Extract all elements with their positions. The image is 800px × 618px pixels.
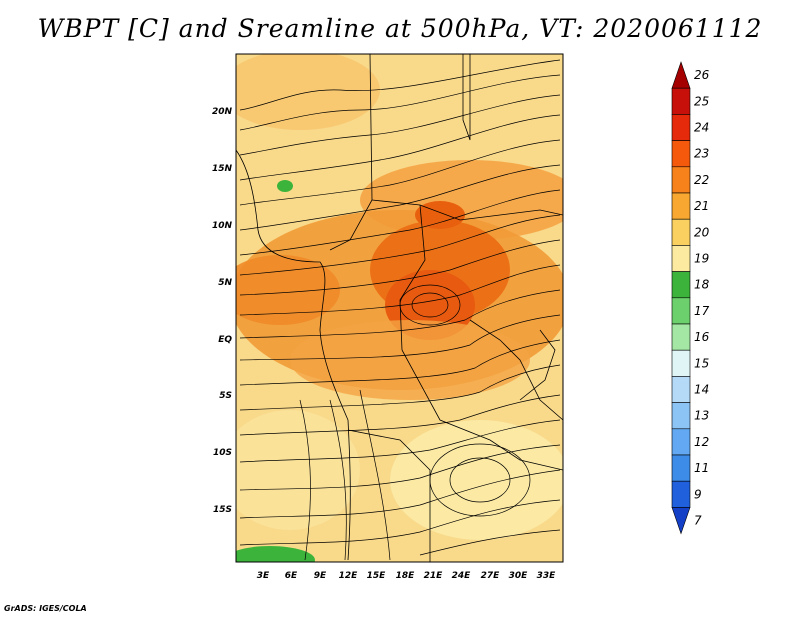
colorbar-swatch [671, 454, 691, 482]
colorbar-swatch [671, 507, 691, 535]
lat-label: 5S [219, 391, 232, 401]
colorbar-label: 24 [694, 121, 709, 135]
colorbar-swatch [671, 349, 691, 377]
lat-label: 15N [212, 164, 233, 174]
colorbar-label: 7 [694, 514, 702, 528]
longitude-axis: 3E 6E 9E 12E 15E 18E 21E 24E 27E 30E 33E [257, 571, 556, 581]
colorbar-label: 12 [694, 435, 709, 449]
lon-label: 27E [481, 571, 501, 581]
colorbar-swatch [671, 114, 691, 141]
lat-label: 10N [212, 221, 233, 231]
colorbar-swatch [671, 140, 691, 168]
colorbar-swatch [671, 297, 691, 325]
colorbar-label: 9 [694, 487, 702, 501]
lon-label: 24E [452, 571, 472, 581]
lon-label: 12E [339, 571, 359, 581]
lon-label: 30E [509, 571, 529, 581]
colorbar-swatch [671, 376, 691, 403]
lat-label: 10S [213, 448, 232, 458]
colorbar-swatch [671, 192, 691, 220]
colorbar-swatch [671, 218, 691, 246]
lon-label: 6E [285, 571, 298, 581]
colorbar-swatch [671, 428, 691, 456]
colorbar-swatch [671, 402, 691, 430]
colorbar-swatch [671, 87, 691, 115]
colorbar-swatch [671, 61, 691, 89]
colorbar-label: 15 [694, 356, 709, 370]
lon-label: 18E [396, 571, 416, 581]
latitude-axis: 20N 15N 10N 5N EQ 5S 10S 15S [212, 107, 233, 515]
colorbar-label: 17 [694, 304, 710, 318]
colorbar-label: 22 [694, 173, 709, 187]
colorbar-label: 11 [694, 461, 709, 475]
colorbar-label: 26 [694, 68, 710, 82]
colorbar-label: 20 [694, 225, 710, 239]
colorbar-label: 21 [694, 199, 709, 213]
chart-title: WBPT [C] and Sreamline at 500hPa, VT: 20… [37, 14, 763, 43]
colorbar-label: 19 [694, 252, 709, 266]
colorbar-label: 14 [694, 383, 709, 397]
lon-label: 15E [367, 571, 387, 581]
lon-label: 3E [257, 571, 270, 581]
lat-label: EQ [218, 335, 232, 345]
colorbar-label: 23 [694, 147, 709, 161]
lat-label: 20N [212, 107, 233, 117]
colorbar-label: 18 [694, 278, 710, 292]
lon-label: 33E [537, 571, 557, 581]
colorbar-swatch [671, 166, 691, 194]
colorbar-swatch [671, 480, 691, 508]
colorbar-label: 13 [694, 409, 709, 423]
colorbar: 26 25 24 23 22 21 20 19 18 17 16 15 14 13 12 11 9 7 [671, 61, 710, 535]
grads-credit: GrADS: IGES/COLA [4, 604, 87, 613]
colorbar-label: 16 [694, 330, 710, 344]
map-frame [235, 53, 564, 563]
colorbar-swatch [671, 245, 691, 272]
lon-label: 21E [424, 571, 444, 581]
shaded-field [236, 54, 563, 562]
coastline-borders [236, 54, 563, 562]
lon-label: 9E [314, 571, 327, 581]
lat-label: 15S [213, 505, 232, 515]
lat-label: 5N [218, 278, 232, 288]
colorbar-swatch [671, 271, 691, 299]
colorbar-swatch [671, 323, 691, 351]
colorbar-label: 25 [694, 94, 709, 108]
